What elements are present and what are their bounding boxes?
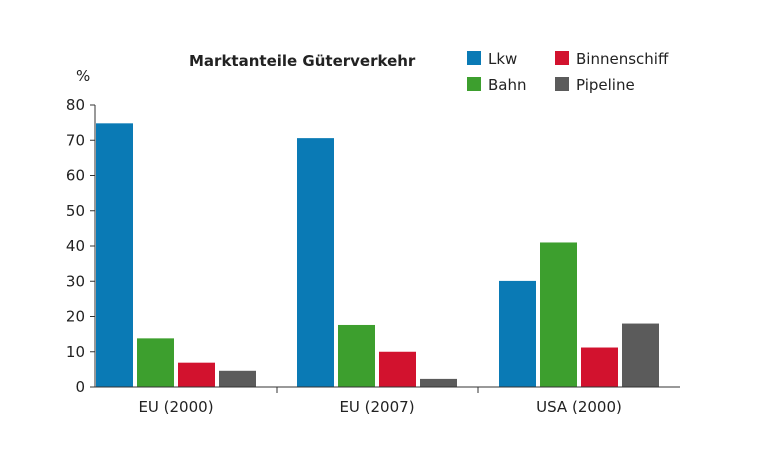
bar-pipeline-2 <box>622 323 659 387</box>
y-tick-label-30: 30 <box>66 272 85 290</box>
legend-label-lkw: Lkw <box>488 50 517 68</box>
legend-label-bahn: Bahn <box>488 76 527 94</box>
y-tick-label-20: 20 <box>66 308 85 326</box>
bar-lkw-0 <box>96 123 133 387</box>
y-tick-label-40: 40 <box>66 237 85 255</box>
y-tick-label-60: 60 <box>66 167 85 185</box>
bar-pipeline-0 <box>219 370 256 387</box>
bar-binnenschiff-0 <box>178 362 215 387</box>
y-axis-ticks: 0 10 20 30 40 50 60 70 80 <box>66 96 95 396</box>
y-tick-label-10: 10 <box>66 343 85 361</box>
bar-binnenschiff-1 <box>379 351 416 387</box>
chart-title: Marktanteile Güterverkehr <box>189 52 416 70</box>
bar-binnenschiff-2 <box>581 347 618 387</box>
bars <box>96 123 659 387</box>
bar-pipeline-1 <box>420 378 457 387</box>
y-tick-label-70: 70 <box>66 131 85 149</box>
bar-bahn-2 <box>540 242 577 387</box>
legend-swatch-binnenschiff <box>555 51 569 65</box>
y-tick-label-0: 0 <box>75 378 85 396</box>
legend: Lkw Bahn Binnenschiff Pipeline <box>467 50 669 94</box>
y-tick-label-50: 50 <box>66 202 85 220</box>
legend-swatch-lkw <box>467 51 481 65</box>
x-category-label-2: USA (2000) <box>536 398 622 416</box>
y-axis-unit: % <box>76 67 90 85</box>
bar-lkw-1 <box>297 138 334 387</box>
x-category-label-1: EU (2007) <box>339 398 414 416</box>
legend-label-binnenschiff: Binnenschiff <box>576 50 669 68</box>
bar-bahn-1 <box>338 324 375 387</box>
x-axis: EU (2000) EU (2007) USA (2000) <box>138 387 622 416</box>
y-tick-label-80: 80 <box>66 96 85 114</box>
bar-bahn-0 <box>137 338 174 387</box>
x-category-label-0: EU (2000) <box>138 398 213 416</box>
legend-label-pipeline: Pipeline <box>576 76 635 94</box>
bar-lkw-2 <box>499 280 536 387</box>
legend-swatch-bahn <box>467 77 481 91</box>
legend-swatch-pipeline <box>555 77 569 91</box>
